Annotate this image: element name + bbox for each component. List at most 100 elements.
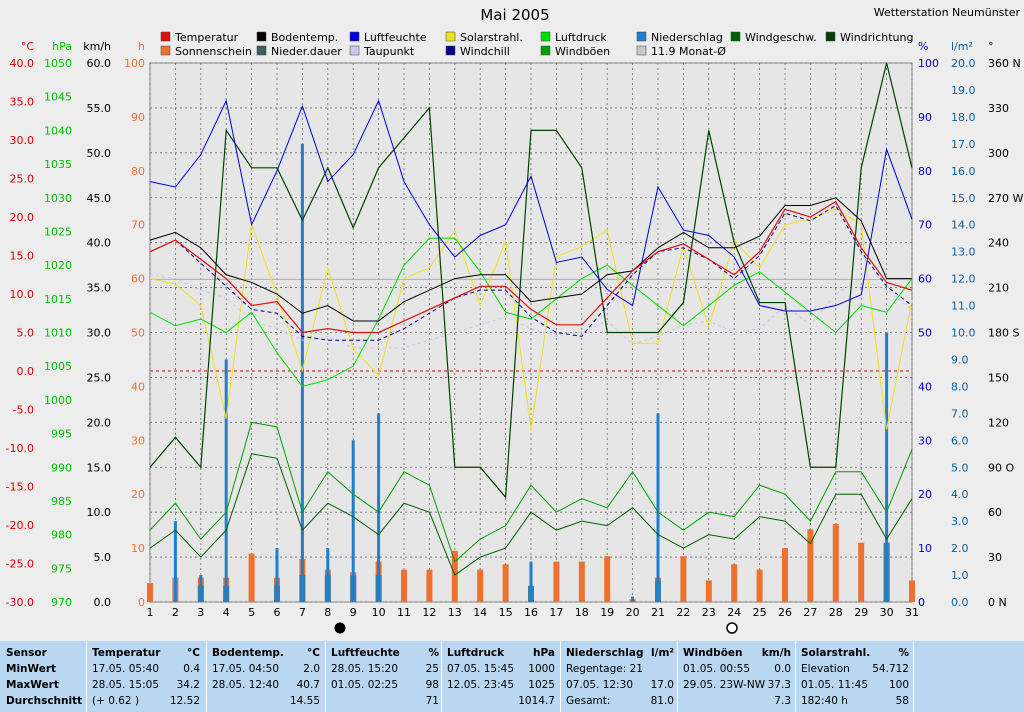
stats-luftfeuchtecolumn: Luftfeuchte% 28.05. 15:20 25 01.05. 02:25 98…: [331, 645, 443, 709]
pressure-axis-tick-label: 1050: [44, 57, 72, 70]
pressure-axis-tick-label: 1025: [44, 225, 72, 238]
stats-row: 17.05. 04:50 2.0: [212, 661, 324, 677]
sunshine-bar: [756, 569, 763, 602]
rain-axis-tick-label: 9.0: [951, 353, 969, 366]
stats-row-value: 1014.7: [518, 695, 555, 707]
sunshine-bar: [731, 564, 738, 602]
legend-swatch: [160, 31, 171, 42]
stats-row: Regentage: 21: [566, 661, 678, 677]
sunshine-bar: [477, 569, 484, 602]
stats-row: 28.05. 15:20 25: [331, 661, 443, 677]
sunshine-axis-tick-label: 40: [131, 380, 145, 393]
wind-axis-tick-label: 30.0: [87, 327, 112, 340]
legend-label: Windgeschw.: [745, 31, 817, 44]
series-line-windrichtung: [149, 62, 913, 499]
rain-bar: [224, 359, 228, 602]
sunshine-bar: [807, 529, 814, 602]
legend-label: Sonnenschein: [175, 45, 252, 58]
x-tick-label: 28: [829, 606, 843, 619]
humidity-axis-tick-label: 50: [918, 327, 932, 340]
stats-row: 14.55: [212, 693, 324, 709]
stats-row: 07.05. 15:45 1000: [447, 661, 559, 677]
sunshine-bar: [680, 556, 687, 602]
wind-axis-unit-label: km/h: [83, 40, 111, 53]
stats-row-time: 17.05. 04:50: [212, 663, 279, 675]
sunshine-axis-tick-label: 0: [138, 596, 145, 609]
sunshine-axis-tick-label: 10: [131, 542, 145, 555]
stats-row: Gesamt: 81.0: [566, 693, 678, 709]
x-tick-label: 30: [880, 606, 894, 619]
temperature-axis-tick-label: -25.0: [6, 558, 34, 571]
wind-axis-tick-label: 50.0: [87, 147, 112, 160]
rain-axis-tick-label: 1.0: [951, 569, 969, 582]
legend-swatch: [160, 45, 171, 56]
legend-swatch: [540, 31, 551, 42]
direction-axis-tick-label: 120: [988, 416, 1009, 429]
wind-axis-tick-label: 40.0: [87, 237, 112, 250]
series-line-solarstrahl-: [149, 207, 913, 430]
x-tick-label: 27: [803, 606, 817, 619]
series-line-windchill: [149, 204, 913, 341]
rain-bar: [351, 440, 355, 602]
x-tick-label: 4: [223, 606, 230, 619]
temperature-axis-tick-label: 35.0: [10, 96, 35, 109]
direction-axis-tick-label: 90 O: [988, 461, 1014, 474]
stats-section-title: Solarstrahl.%: [801, 647, 909, 659]
stats-section-unit: %: [428, 647, 439, 659]
x-tick-label: 25: [753, 606, 767, 619]
stats-row-time: 182:40 h: [801, 695, 848, 707]
stats-section-title: Temperatur °C: [92, 647, 200, 659]
chart-title: Mai 2005: [480, 6, 549, 24]
legend-label: Luftfeuchte: [364, 31, 427, 44]
stats-row: 17.05. 05:40 0.4: [92, 661, 204, 677]
stats-section-title: Bodentemp. °C: [212, 647, 320, 659]
direction-axis-unit-label: °: [988, 40, 994, 53]
stats-row-time: 01.05. 11:45: [801, 679, 868, 691]
rain-axis-tick-label: 19.0: [951, 84, 976, 97]
stats-row-value: 81.0: [650, 695, 674, 707]
sunshine-axis-tick-label: 60: [131, 273, 145, 286]
stats-row-value: 100: [888, 679, 909, 691]
sunshine-axis-tick-label: 80: [131, 165, 145, 178]
pressure-axis-tick-label: 1045: [44, 91, 72, 104]
stats-bodentemp-column: Bodentemp. °C 17.05. 04:50 2.0 28.05. 12:40 4…: [212, 645, 324, 709]
stats-row: Elevation 54.712: [801, 661, 913, 677]
humidity-axis-tick-label: 80: [918, 165, 932, 178]
stats-section-unit: %: [898, 647, 909, 659]
x-tick-label: 6: [274, 606, 281, 619]
x-tick-label: 12: [422, 606, 436, 619]
rain-bar: [173, 521, 177, 602]
stats-row-time: 12.05. 23:45: [447, 679, 514, 691]
temperature-axis-tick-label: -15.0: [6, 481, 34, 494]
sunshine-axis-tick-label: 20: [131, 488, 145, 501]
rain-axis-tick-label: 7.0: [951, 407, 969, 420]
rain-axis-tick-label: 20.0: [951, 57, 976, 70]
legend-swatch: [256, 31, 267, 42]
x-tick-label: 19: [600, 606, 614, 619]
stats-row: 07.05. 12:30 17.0: [566, 677, 678, 693]
direction-axis-tick-label: 240: [988, 237, 1009, 250]
full-moon-icon: [726, 622, 738, 634]
rain-bar: [885, 332, 889, 602]
temperature-axis-tick-label: 40.0: [10, 57, 35, 70]
x-tick-label: 15: [499, 606, 513, 619]
stats-row: 1014.7: [447, 693, 559, 709]
stats-row-time: (+ 0.62 ): [92, 695, 140, 707]
rain-axis-tick-label: 5.0: [951, 461, 969, 474]
pressure-axis-tick-label: 1010: [44, 327, 72, 340]
rain-axis-tick-label: 14.0: [951, 219, 976, 232]
legend-label: Taupunkt: [363, 45, 415, 58]
legend-label: Luftdruck: [555, 31, 607, 44]
sunshine-bar: [909, 580, 915, 602]
pressure-axis-tick-label: 970: [51, 596, 72, 609]
sunshine-axis-tick-label: 90: [131, 111, 145, 124]
rain-axis-tick-label: 10.0: [951, 327, 976, 340]
legend-label: Windchill: [460, 45, 510, 58]
x-tick-label: 22: [676, 606, 690, 619]
sunshine-axis-tick-label: 50: [131, 327, 145, 340]
temperature-axis-tick-label: 30.0: [10, 134, 35, 147]
legend-swatch: [540, 45, 551, 56]
stats-row-value: 40.7: [296, 679, 320, 691]
sunshine-bar: [426, 569, 433, 602]
legend-label: Temperatur: [174, 31, 239, 44]
